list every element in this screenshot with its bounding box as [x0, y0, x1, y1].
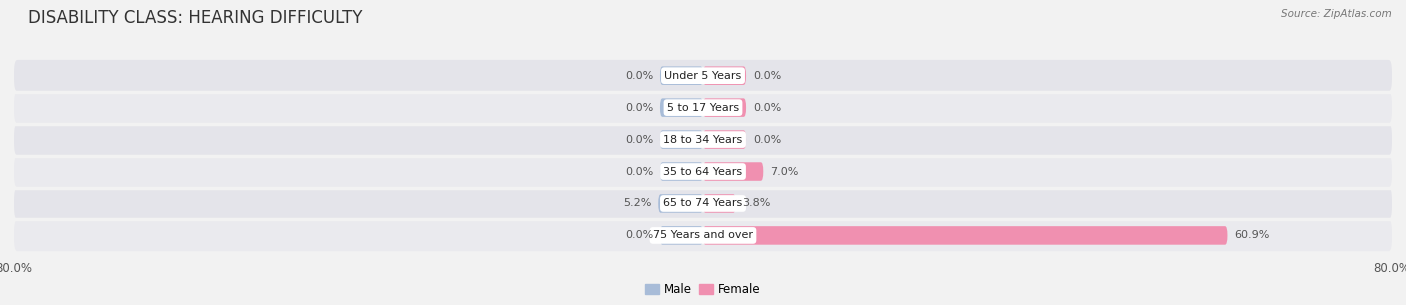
FancyBboxPatch shape	[14, 156, 1392, 187]
FancyBboxPatch shape	[659, 98, 703, 117]
FancyBboxPatch shape	[14, 188, 1392, 219]
FancyBboxPatch shape	[14, 60, 1392, 92]
FancyBboxPatch shape	[703, 98, 747, 117]
FancyBboxPatch shape	[14, 220, 1392, 251]
Text: 0.0%: 0.0%	[624, 167, 652, 177]
Text: 0.0%: 0.0%	[624, 71, 652, 81]
FancyBboxPatch shape	[703, 66, 747, 85]
Text: 60.9%: 60.9%	[1234, 231, 1270, 240]
Text: 7.0%: 7.0%	[770, 167, 799, 177]
FancyBboxPatch shape	[14, 124, 1392, 155]
Text: 75 Years and over: 75 Years and over	[652, 231, 754, 240]
FancyBboxPatch shape	[703, 194, 735, 213]
Text: 0.0%: 0.0%	[754, 135, 782, 145]
FancyBboxPatch shape	[659, 66, 703, 85]
FancyBboxPatch shape	[659, 226, 703, 245]
Legend: Male, Female: Male, Female	[641, 278, 765, 301]
Text: Under 5 Years: Under 5 Years	[665, 71, 741, 81]
Text: 0.0%: 0.0%	[754, 102, 782, 113]
Text: 65 to 74 Years: 65 to 74 Years	[664, 199, 742, 209]
Text: 5.2%: 5.2%	[623, 199, 651, 209]
Text: 0.0%: 0.0%	[624, 231, 652, 240]
Text: 3.8%: 3.8%	[742, 199, 770, 209]
FancyBboxPatch shape	[703, 162, 763, 181]
Text: 0.0%: 0.0%	[754, 71, 782, 81]
FancyBboxPatch shape	[14, 92, 1392, 124]
Text: 18 to 34 Years: 18 to 34 Years	[664, 135, 742, 145]
FancyBboxPatch shape	[659, 162, 703, 181]
Text: 5 to 17 Years: 5 to 17 Years	[666, 102, 740, 113]
FancyBboxPatch shape	[703, 226, 1227, 245]
Text: 0.0%: 0.0%	[624, 102, 652, 113]
Text: 35 to 64 Years: 35 to 64 Years	[664, 167, 742, 177]
FancyBboxPatch shape	[703, 130, 747, 149]
Text: 0.0%: 0.0%	[624, 135, 652, 145]
Text: Source: ZipAtlas.com: Source: ZipAtlas.com	[1281, 9, 1392, 19]
FancyBboxPatch shape	[659, 130, 703, 149]
FancyBboxPatch shape	[658, 194, 703, 213]
Text: DISABILITY CLASS: HEARING DIFFICULTY: DISABILITY CLASS: HEARING DIFFICULTY	[28, 9, 363, 27]
